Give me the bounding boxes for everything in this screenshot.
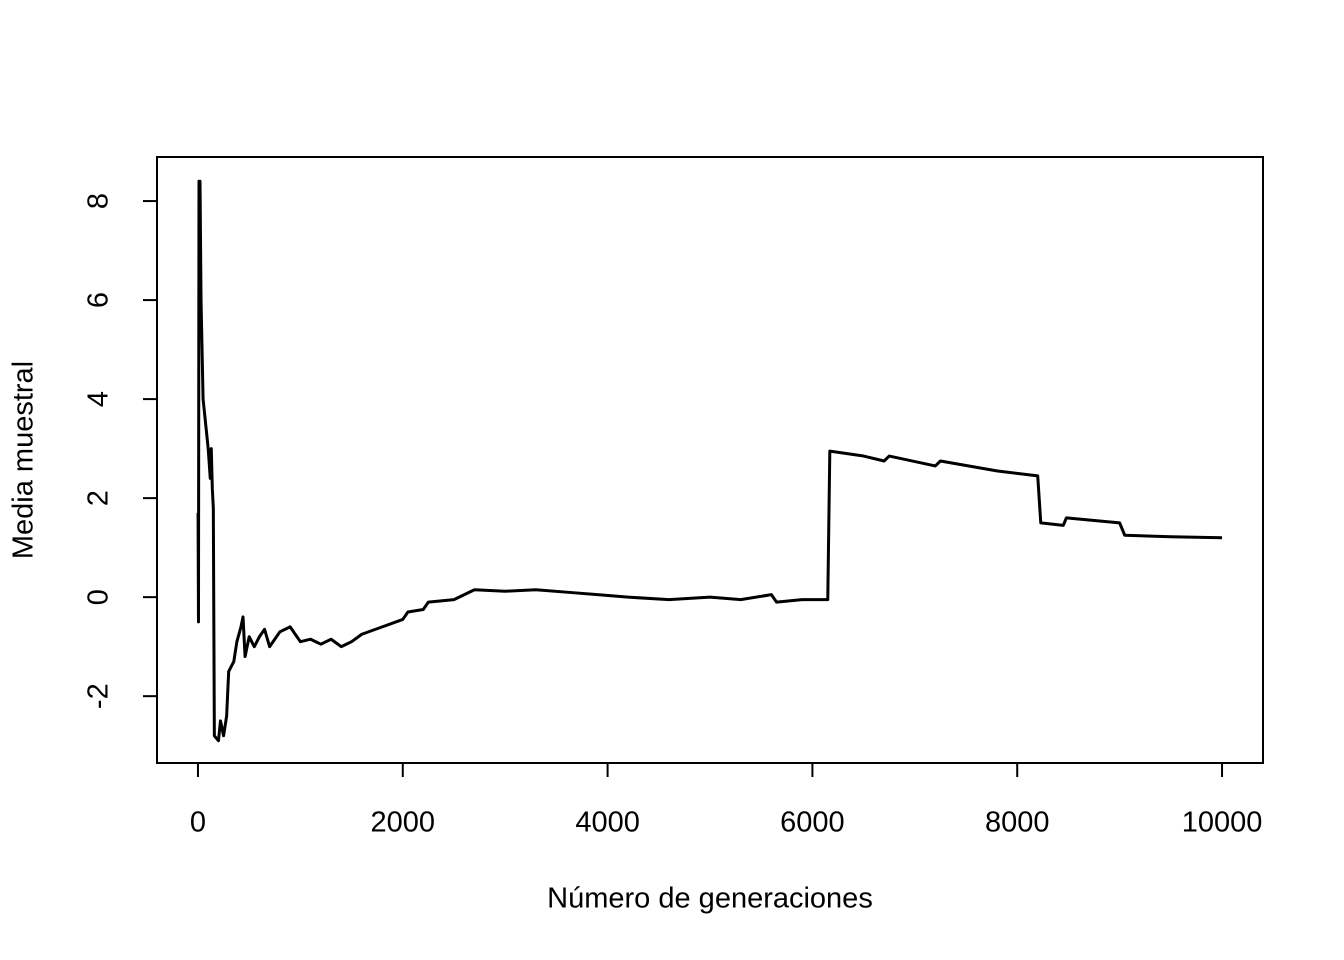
y-axis-label: Media muestral — [8, 361, 40, 559]
y-tick-label: 6 — [83, 292, 115, 308]
plot-frame — [156, 156, 1264, 764]
y-tick-label: 2 — [83, 490, 115, 506]
x-tick-label: 10000 — [1182, 807, 1263, 839]
data-line — [196, 179, 1223, 743]
y-tick-label: 8 — [83, 193, 115, 209]
y-tick-label: 0 — [83, 589, 115, 605]
x-tick-label: 8000 — [985, 807, 1050, 839]
y-tick-label: -2 — [83, 683, 115, 709]
x-tick-label: 2000 — [371, 807, 436, 839]
x-tick-label: 0 — [190, 807, 206, 839]
x-tick-label: 4000 — [575, 807, 640, 839]
y-tick-label: 4 — [83, 391, 115, 407]
x-axis-label: Número de generaciones — [547, 883, 873, 915]
x-tick-label: 6000 — [780, 807, 845, 839]
